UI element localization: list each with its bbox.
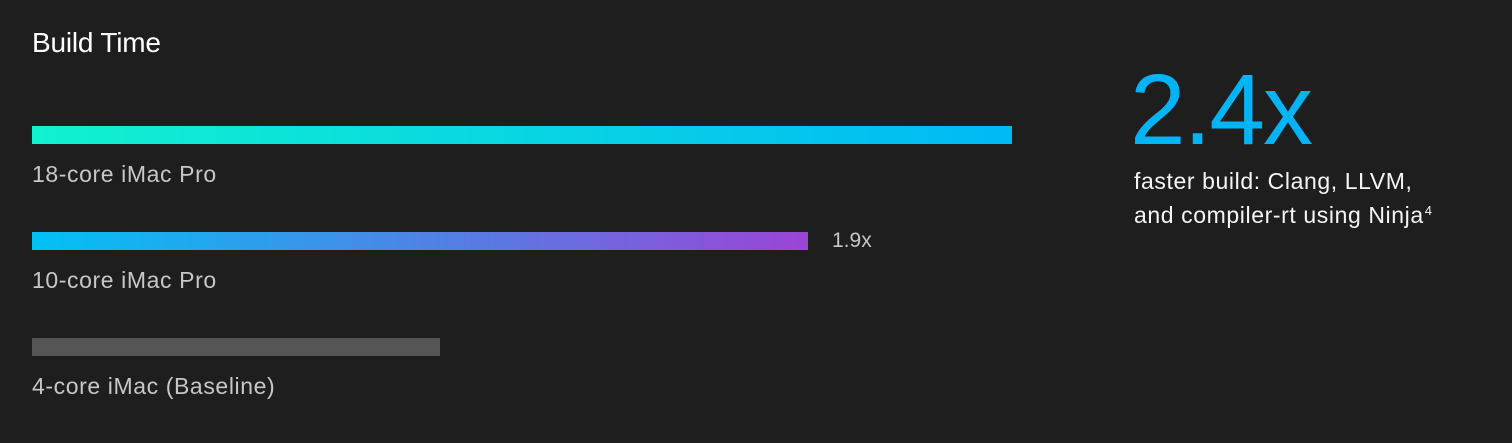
chart-title: Build Time bbox=[32, 27, 161, 58]
bar-category-label: 18-core iMac Pro bbox=[32, 161, 217, 187]
bar bbox=[32, 338, 440, 356]
headline-caption: faster build: Clang, LLVM, and compiler-… bbox=[1134, 166, 1500, 230]
headline-stat: 2.4x faster build: Clang, LLVM, and comp… bbox=[1130, 56, 1500, 230]
bar-row: 1.9x 10-core iMac Pro bbox=[32, 229, 1012, 312]
bar-chart: 18-core iMac Pro 1.9x 10-core iMac Pro 4-co… bbox=[32, 0, 1032, 443]
headline-caption-line1: faster build: Clang, LLVM, bbox=[1134, 168, 1413, 194]
footnote-marker: 4 bbox=[1424, 203, 1433, 218]
headline-caption-line2: and compiler-rt using Ninja bbox=[1134, 202, 1424, 228]
bar bbox=[32, 232, 808, 250]
bar-category-label: 10-core iMac Pro bbox=[32, 267, 217, 293]
bar bbox=[32, 126, 1012, 144]
bar-row: 4-core iMac (Baseline) bbox=[32, 338, 1012, 418]
bar-category-label: 4-core iMac (Baseline) bbox=[32, 373, 276, 399]
headline-value: 2.4x bbox=[1130, 54, 1313, 166]
bar-row: 18-core iMac Pro bbox=[32, 126, 1012, 206]
bar-value-label: 1.9x bbox=[832, 229, 872, 252]
